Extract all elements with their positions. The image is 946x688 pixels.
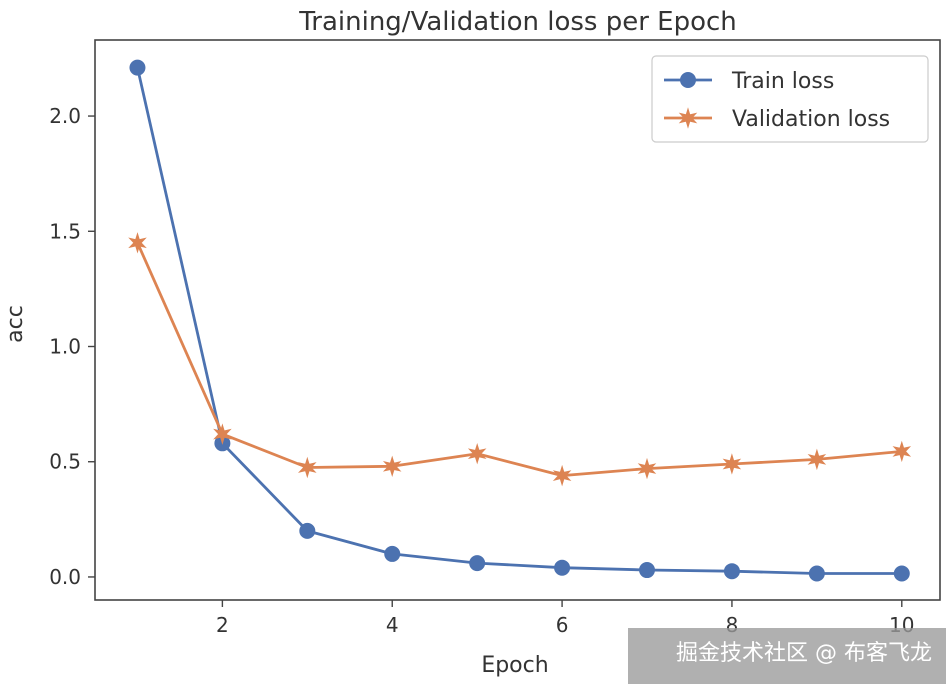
legend-marker-train-loss	[680, 72, 696, 88]
data-point-train-loss	[723, 563, 740, 580]
axes-frame	[94, 39, 941, 601]
series-line-train-loss	[136, 67, 902, 575]
x-axis-label: Epoch	[481, 653, 548, 678]
y-axis-label: acc	[3, 305, 28, 343]
series-train-loss	[129, 59, 910, 582]
watermark-background	[628, 628, 946, 684]
data-point-validation-loss	[892, 440, 912, 463]
plot-area	[94, 39, 941, 601]
legend: Train loss Validation loss	[651, 55, 929, 143]
data-point-validation-loss	[298, 456, 317, 479]
data-point-train-loss	[299, 522, 316, 539]
data-point-validation-loss	[382, 455, 402, 477]
data-point-validation-loss	[807, 448, 827, 471]
legend-label-validation-loss: Validation loss	[732, 107, 890, 132]
data-point-validation-loss	[467, 443, 487, 465]
y-tick-label: 0.0	[49, 565, 81, 589]
data-point-validation-loss	[552, 464, 572, 487]
data-point-validation-loss	[722, 453, 742, 475]
data-point-train-loss	[639, 562, 656, 579]
legend-box	[651, 55, 929, 143]
series-line-validation-loss	[136, 242, 902, 478]
chart-title: Training/Validation loss per Epoch	[298, 7, 737, 37]
legend-label-train-loss: Train loss	[731, 69, 834, 94]
data-point-train-loss	[893, 565, 910, 582]
data-point-validation-loss	[213, 423, 232, 445]
data-point-train-loss	[469, 555, 486, 572]
watermark-text: 掘金技术社区 @ 布客飞龙	[676, 641, 932, 666]
x-tick-label: 6	[556, 613, 569, 637]
y-tick-label: 1.5	[49, 219, 81, 243]
x-tick-label: 2	[216, 613, 229, 637]
axis-ticks: 2 4 6 8 100.00.51.01.52.0	[49, 104, 914, 637]
series-layer	[128, 59, 912, 582]
legend-marker-validation-loss	[678, 107, 698, 129]
x-tick-label: 4	[386, 613, 399, 637]
data-point-train-loss	[129, 59, 146, 76]
series-validation-loss	[128, 232, 912, 487]
y-tick-label: 1.0	[49, 335, 81, 359]
data-point-train-loss	[808, 565, 825, 582]
data-point-validation-loss	[128, 232, 147, 254]
y-tick-label: 2.0	[49, 104, 81, 128]
y-tick-label: 0.5	[49, 450, 81, 474]
data-point-train-loss	[384, 545, 401, 562]
data-point-train-loss	[554, 559, 571, 576]
data-point-validation-loss	[637, 457, 657, 480]
